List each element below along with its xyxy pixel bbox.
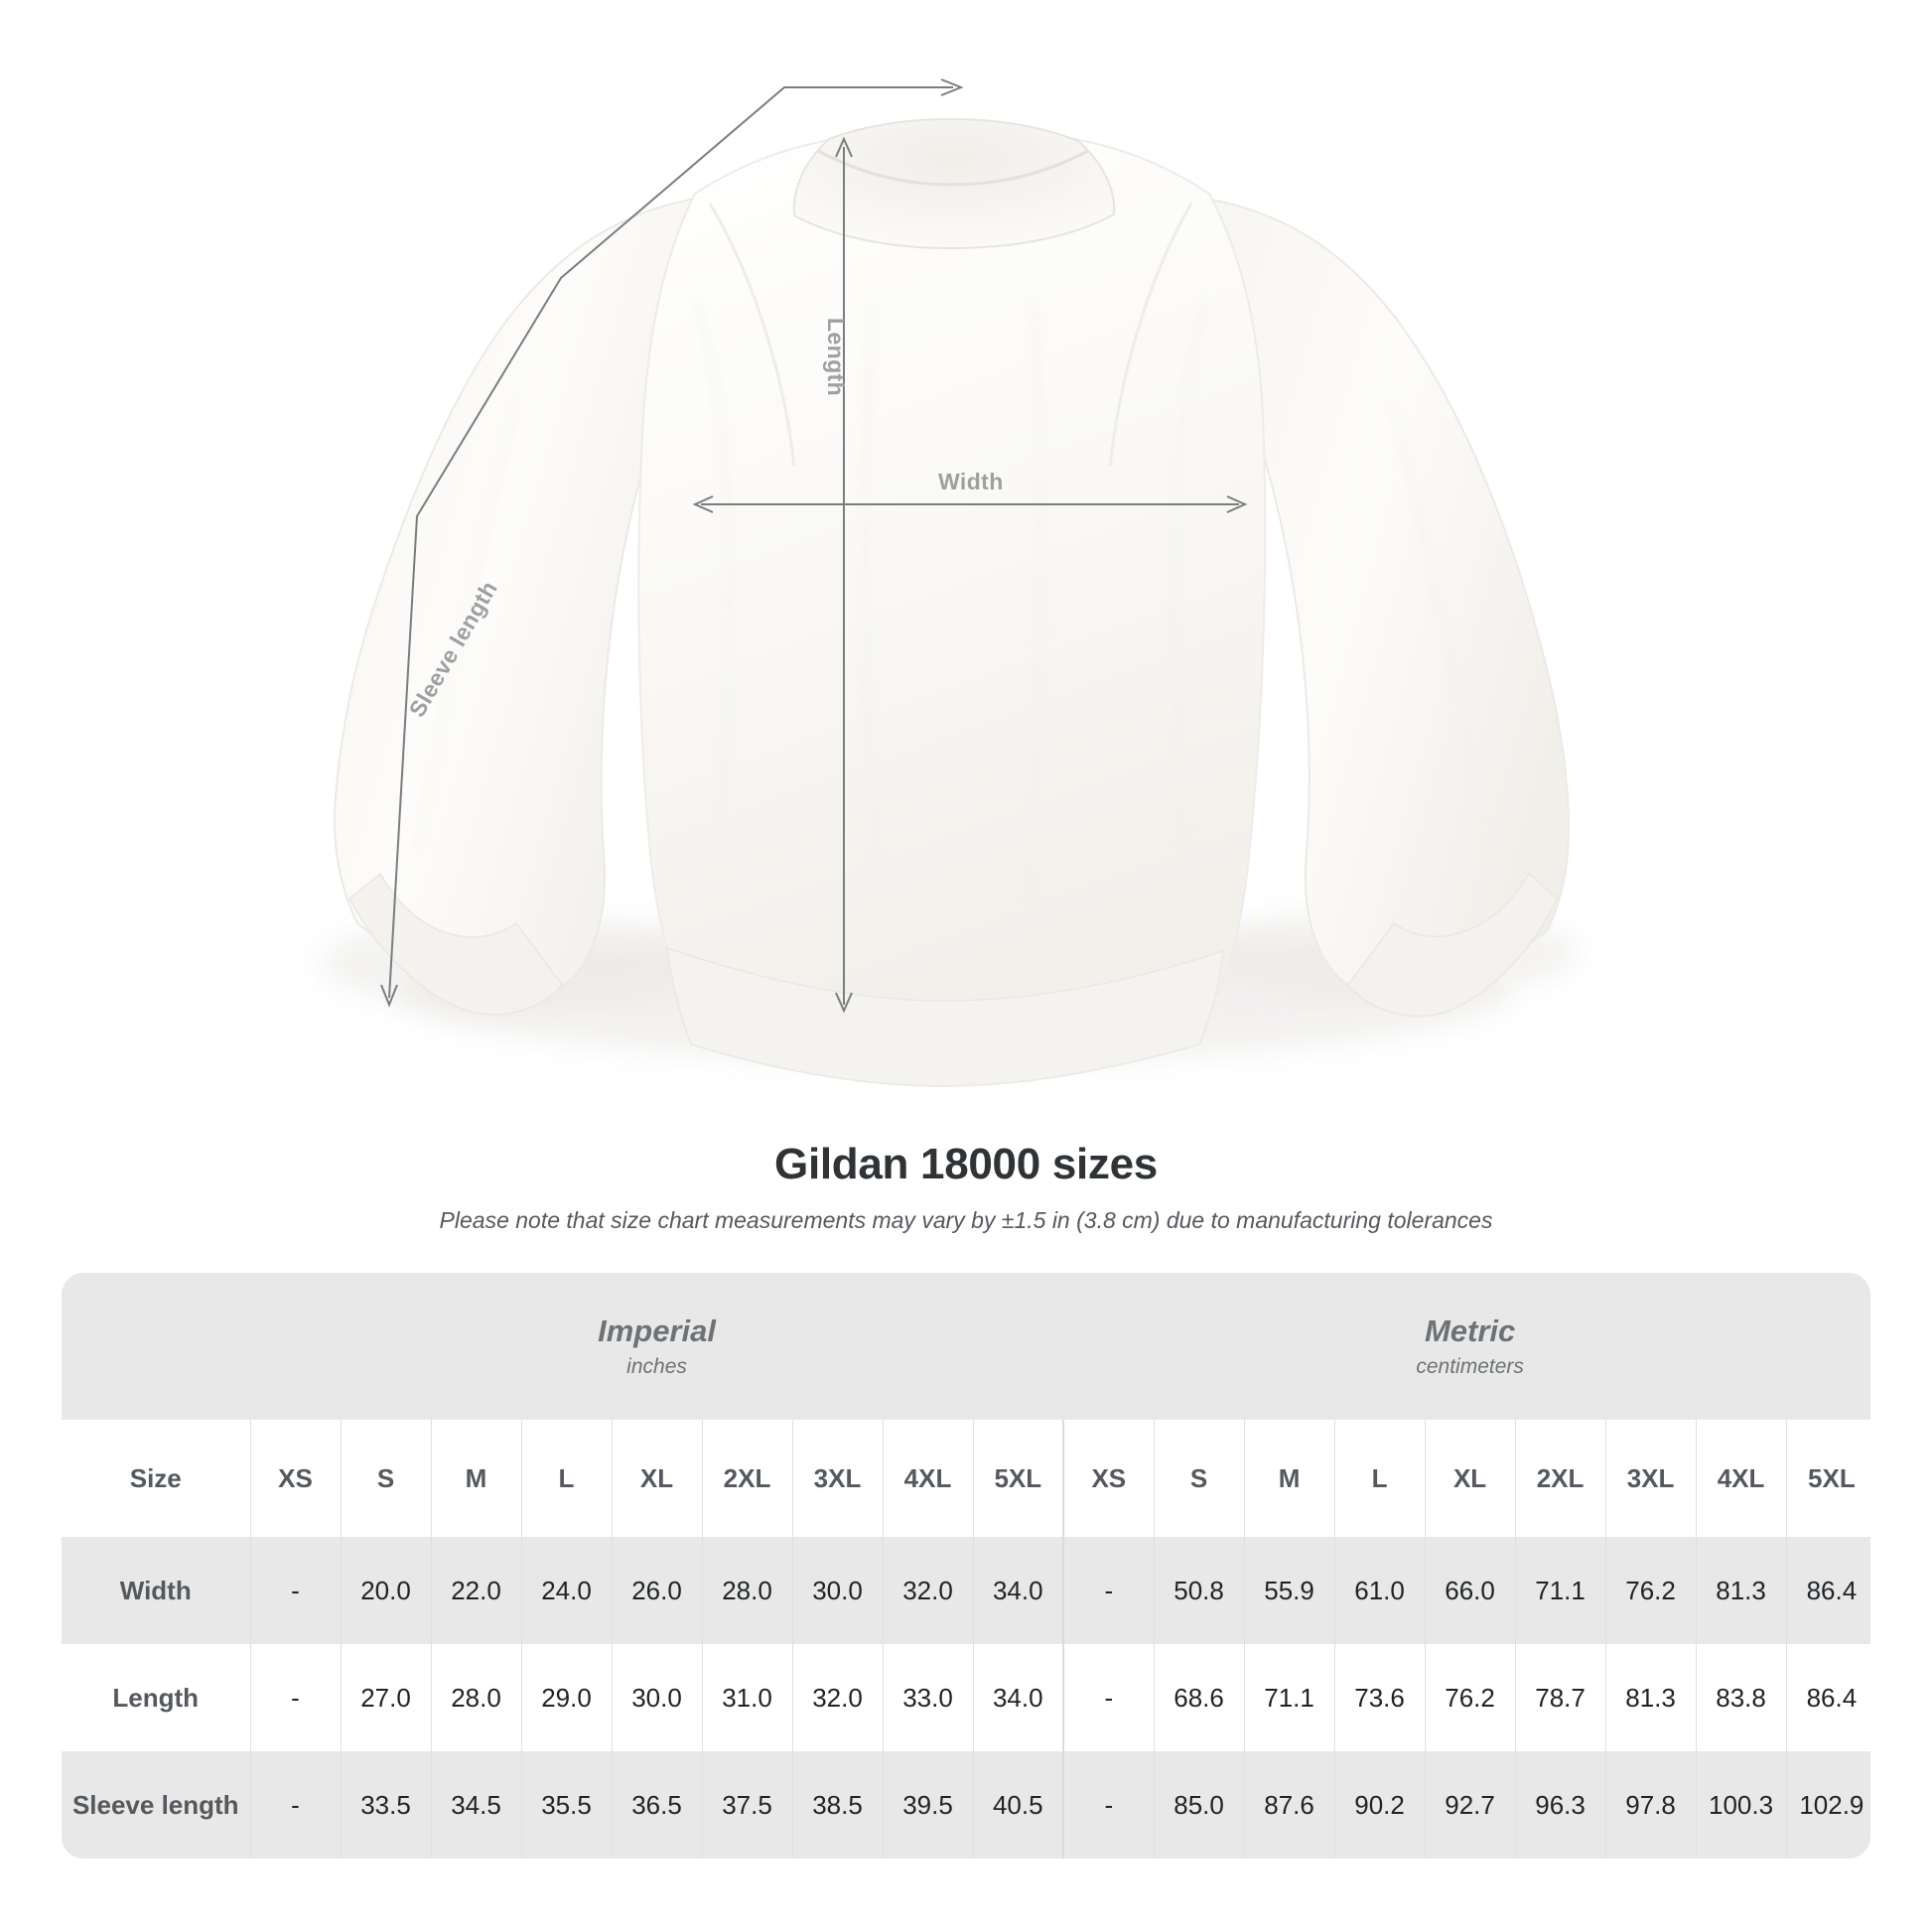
- cell-sleeve-length-metric-l: 90.2: [1333, 1751, 1426, 1859]
- cell-width-metric-xs: -: [1062, 1537, 1155, 1644]
- unit-row-spacer: [62, 1273, 250, 1420]
- table-row: Length -27.0 28.0 29.0 30.0 31.0 32.0 33.0 34.0-…: [62, 1644, 1870, 1751]
- size-header-label: Size: [62, 1420, 250, 1537]
- unit-group-name: Imperial: [598, 1312, 716, 1348]
- size-header-cell-metric-4xl: 4XL: [1695, 1420, 1787, 1537]
- cell-length-metric-xl: 76.2: [1424, 1644, 1516, 1751]
- cell-width-imperial-2xl: 28.0: [701, 1537, 792, 1644]
- size-header-cell-metric-xs: XS: [1062, 1420, 1155, 1537]
- table-row: Sleeve length -33.5 34.5 35.5 36.5 37.5 38.5 39…: [62, 1751, 1870, 1859]
- size-header-cell-imperial-xs: XS: [249, 1420, 341, 1537]
- cell-sleeve-length-imperial-xs: -: [249, 1751, 341, 1859]
- size-header-cell-imperial-l: L: [520, 1420, 612, 1537]
- cell-length-imperial-l: 29.0: [520, 1644, 612, 1751]
- size-header-cell-imperial-xl: XL: [611, 1420, 702, 1537]
- size-header-cell-imperial-4xl: 4XL: [882, 1420, 973, 1537]
- cell-sleeve-length-imperial-5xl: 40.5: [972, 1751, 1064, 1859]
- unit-group-unit: centimeters: [1416, 1355, 1524, 1379]
- row-label-width: Width: [62, 1537, 250, 1644]
- cell-length-imperial-4xl: 33.0: [882, 1644, 973, 1751]
- row-label-sleeve-length: Sleeve length: [62, 1751, 250, 1859]
- cell-sleeve-length-imperial-4xl: 39.5: [882, 1751, 973, 1859]
- size-header-cell-imperial-s: S: [340, 1420, 431, 1537]
- size-header-cell-metric-xl: XL: [1424, 1420, 1516, 1537]
- cell-width-imperial-4xl: 32.0: [882, 1537, 973, 1644]
- measurement-lines: [380, 78, 1248, 1014]
- cell-width-metric-5xl: 86.4: [1785, 1537, 1870, 1644]
- unit-group-metric: Metric centimeters: [1063, 1273, 1870, 1420]
- cell-sleeve-length-metric-m: 87.6: [1243, 1751, 1335, 1859]
- garment-photo-area: Length Width Sleeve length: [318, 78, 1579, 1087]
- size-header-cell-metric-s: S: [1153, 1420, 1245, 1537]
- cell-width-metric-2xl: 71.1: [1514, 1537, 1606, 1644]
- unit-group-name: Metric: [1424, 1312, 1516, 1348]
- cell-length-imperial-2xl: 31.0: [701, 1644, 792, 1751]
- cell-length-imperial-5xl: 34.0: [972, 1644, 1064, 1751]
- size-table: Imperial inches Metric centimeters Size XS S M L…: [62, 1273, 1870, 1859]
- size-header-cell-metric-3xl: 3XL: [1604, 1420, 1697, 1537]
- size-table-container: Imperial inches Metric centimeters Size XS S M L…: [62, 1273, 1870, 1859]
- cell-width-imperial-5xl: 34.0: [972, 1537, 1064, 1644]
- cell-width-metric-l: 61.0: [1333, 1537, 1426, 1644]
- cell-width-imperial-m: 22.0: [430, 1537, 521, 1644]
- table-row: Width -20.0 22.0 24.0 26.0 28.0 30.0 32.0 34.0-5…: [62, 1537, 1870, 1644]
- cell-width-metric-m: 55.9: [1243, 1537, 1335, 1644]
- cell-length-imperial-3xl: 32.0: [791, 1644, 883, 1751]
- size-header-cell-metric-5xl: 5XL: [1785, 1420, 1870, 1537]
- cell-length-metric-l: 73.6: [1333, 1644, 1426, 1751]
- cell-sleeve-length-metric-2xl: 96.3: [1514, 1751, 1606, 1859]
- cell-sleeve-length-imperial-2xl: 37.5: [701, 1751, 792, 1859]
- cell-length-metric-3xl: 81.3: [1604, 1644, 1697, 1751]
- cell-sleeve-length-imperial-s: 33.5: [340, 1751, 431, 1859]
- cell-width-metric-xl: 66.0: [1424, 1537, 1516, 1644]
- cell-sleeve-length-metric-3xl: 97.8: [1604, 1751, 1697, 1859]
- size-header-cell-imperial-3xl: 3XL: [791, 1420, 883, 1537]
- unit-group-row: Imperial inches Metric centimeters: [62, 1273, 1870, 1420]
- size-header-cell-imperial-m: M: [430, 1420, 521, 1537]
- cell-sleeve-length-imperial-m: 34.5: [430, 1751, 521, 1859]
- cell-sleeve-length-metric-5xl: 102.9: [1785, 1751, 1870, 1859]
- cell-length-metric-4xl: 83.8: [1695, 1644, 1787, 1751]
- cell-width-imperial-l: 24.0: [520, 1537, 612, 1644]
- length-measure-label: Length: [823, 318, 849, 397]
- unit-group-unit: inches: [626, 1355, 687, 1379]
- cell-sleeve-length-imperial-3xl: 38.5: [791, 1751, 883, 1859]
- cell-length-imperial-xs: -: [249, 1644, 341, 1751]
- unit-group-imperial: Imperial inches: [250, 1273, 1064, 1420]
- size-header-cell-imperial-5xl: 5XL: [972, 1420, 1064, 1537]
- cell-length-metric-xs: -: [1062, 1644, 1155, 1751]
- size-header-cell-metric-m: M: [1243, 1420, 1335, 1537]
- cell-sleeve-length-metric-xl: 92.7: [1424, 1751, 1516, 1859]
- cell-width-metric-s: 50.8: [1153, 1537, 1245, 1644]
- cell-width-metric-4xl: 81.3: [1695, 1537, 1787, 1644]
- cell-length-imperial-xl: 30.0: [611, 1644, 702, 1751]
- cell-sleeve-length-metric-xs: -: [1062, 1751, 1155, 1859]
- cell-width-imperial-s: 20.0: [340, 1537, 431, 1644]
- chart-subtitle: Please note that size chart measurements…: [439, 1207, 1493, 1233]
- size-header-cell-imperial-2xl: 2XL: [701, 1420, 792, 1537]
- cell-length-imperial-m: 28.0: [430, 1644, 521, 1751]
- row-label-length: Length: [62, 1644, 250, 1751]
- cell-width-imperial-xs: -: [249, 1537, 341, 1644]
- cell-sleeve-length-imperial-xl: 36.5: [611, 1751, 702, 1859]
- cell-length-metric-5xl: 86.4: [1785, 1644, 1870, 1751]
- cell-length-metric-m: 71.1: [1243, 1644, 1335, 1751]
- cell-sleeve-length-metric-4xl: 100.3: [1695, 1751, 1787, 1859]
- cell-width-imperial-3xl: 30.0: [791, 1537, 883, 1644]
- cell-width-imperial-xl: 26.0: [611, 1537, 702, 1644]
- cell-length-imperial-s: 27.0: [340, 1644, 431, 1751]
- width-measure-label: Width: [938, 469, 1004, 494]
- size-header-cell-metric-l: L: [1333, 1420, 1426, 1537]
- cell-length-metric-s: 68.6: [1153, 1644, 1245, 1751]
- size-header-cell-metric-2xl: 2XL: [1514, 1420, 1606, 1537]
- cell-length-metric-2xl: 78.7: [1514, 1644, 1606, 1751]
- cell-width-metric-3xl: 76.2: [1604, 1537, 1697, 1644]
- sweatshirt-illustration: [318, 78, 1579, 1087]
- chart-title: Gildan 18000 sizes: [774, 1140, 1158, 1188]
- cell-sleeve-length-metric-s: 85.0: [1153, 1751, 1245, 1859]
- cell-sleeve-length-imperial-l: 35.5: [520, 1751, 612, 1859]
- size-header-row: Size XS S M L XL 2XL 3XL 4XL 5XL XS S M L XL 2XL 3XL 4XL 5…: [62, 1420, 1870, 1537]
